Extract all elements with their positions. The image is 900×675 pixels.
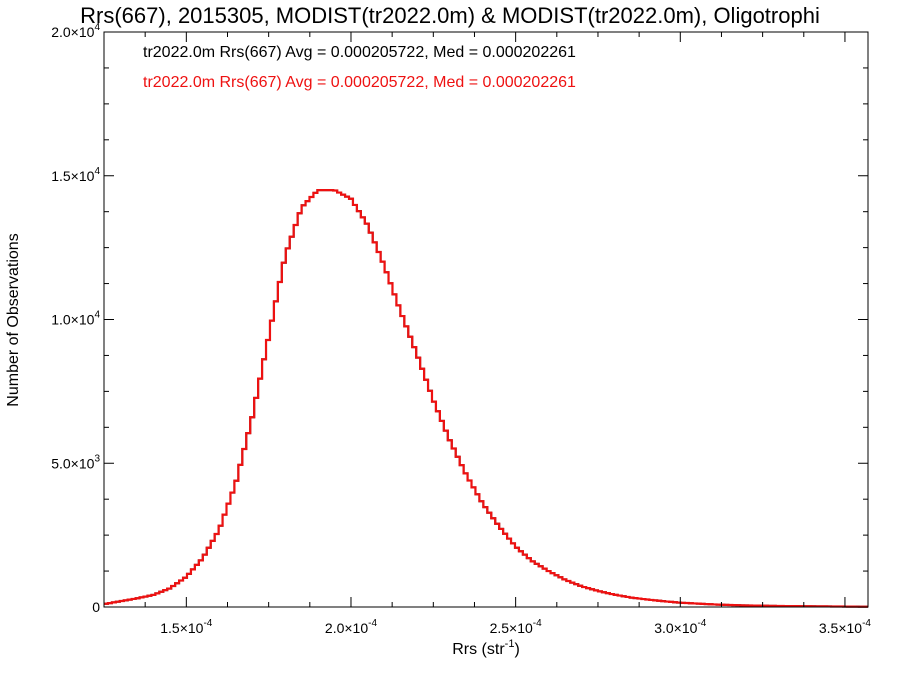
y-tick-label: 2.0×104 bbox=[51, 22, 100, 40]
histogram-series-1 bbox=[104, 189, 868, 608]
y-tick-label: 5.0×103 bbox=[51, 453, 100, 471]
x-tick-label: 2.0×10-4 bbox=[325, 618, 378, 636]
y-axis-title: Number of Observations bbox=[5, 233, 22, 406]
x-tick-label: 1.5×10-4 bbox=[160, 618, 213, 636]
x-tick-label: 3.5×10-4 bbox=[819, 618, 872, 636]
y-tick-label: 1.5×104 bbox=[51, 166, 100, 184]
y-tick-label: 0 bbox=[92, 599, 100, 615]
tick-labels-layer: 1.5×10-4 2.0×10-4 2.5×10-4 3.0×10-4 3.5×10-4… bbox=[51, 22, 871, 636]
plot-frame bbox=[103, 31, 869, 608]
x-tick-label: 3.0×10-4 bbox=[654, 618, 707, 636]
legend-entry-red: tr2022.0m Rrs(667) Avg = 0.000205722, Me… bbox=[143, 74, 576, 91]
legend-entry-black: tr2022.0m Rrs(667) Avg = 0.000205722, Me… bbox=[143, 44, 576, 61]
y-tick-label: 1.0×104 bbox=[51, 310, 100, 328]
chart-title: Rrs(667), 2015305, MODIST(tr2022.0m) & M… bbox=[80, 3, 820, 28]
histogram-series-0 bbox=[104, 189, 868, 608]
x-tick-label: 2.5×10-4 bbox=[490, 618, 543, 636]
ticks-layer bbox=[103, 31, 868, 608]
x-axis-title: Rrs (str-1) bbox=[452, 638, 520, 658]
series-layer bbox=[104, 189, 868, 608]
